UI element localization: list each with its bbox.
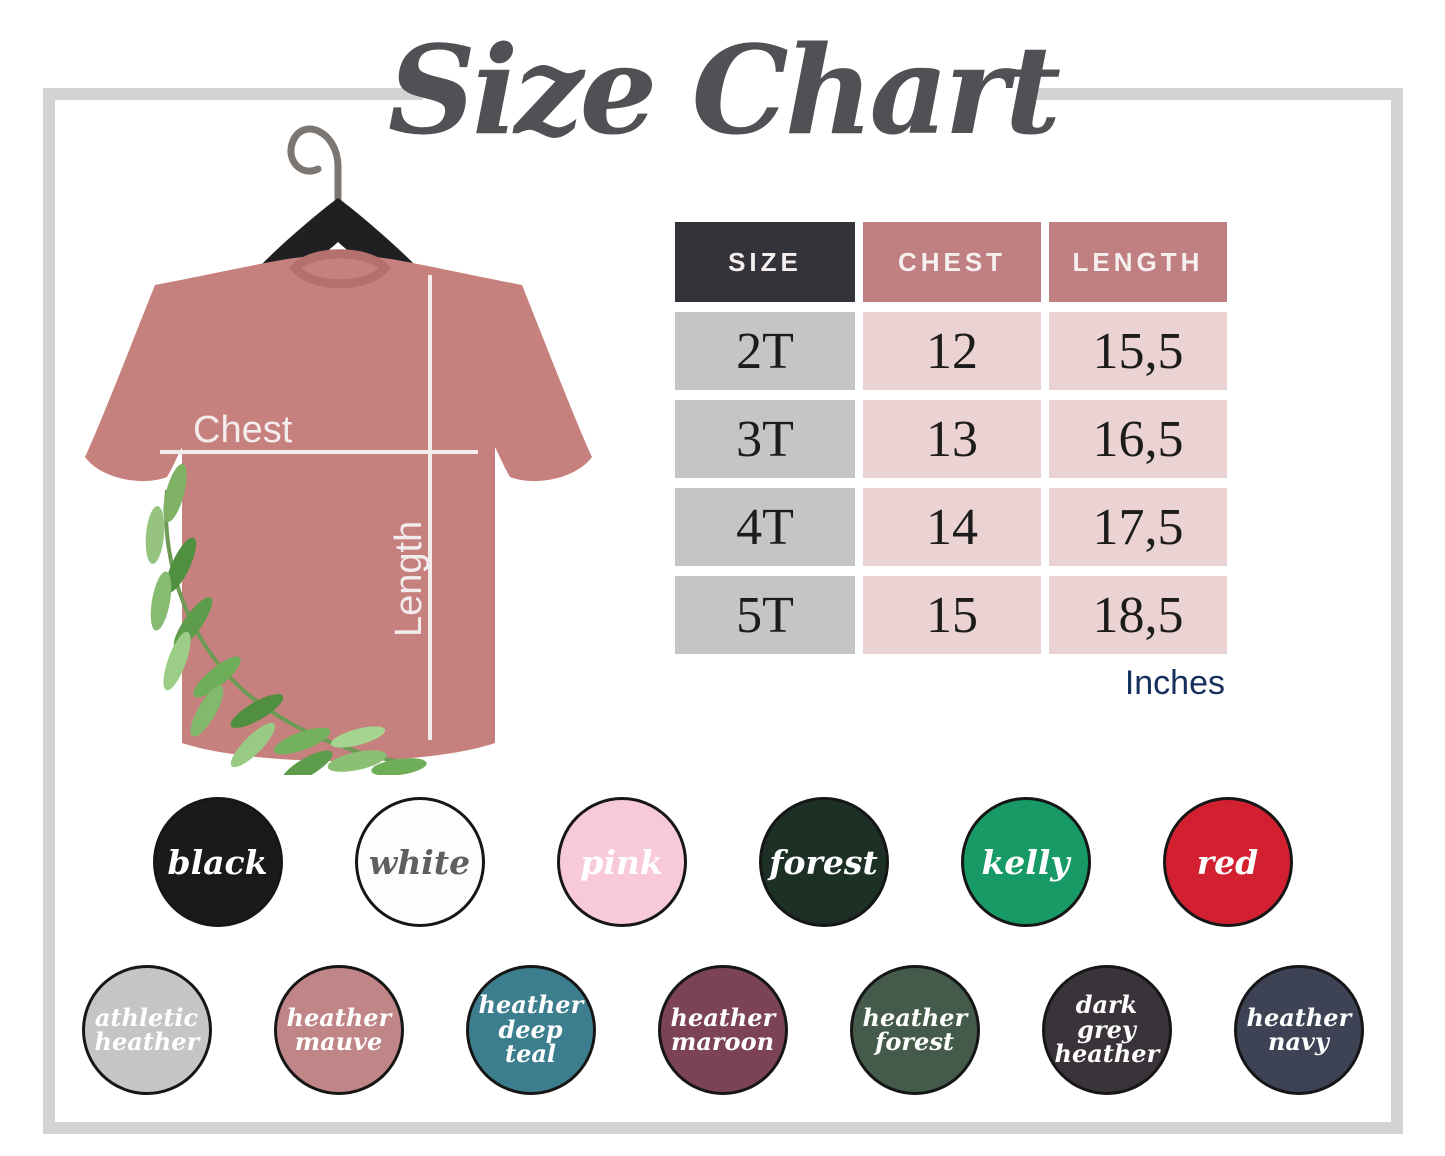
color-swatch-heather-maroon: heather maroon [657, 965, 788, 1095]
color-swatch-athletic-heather: athletic heather [81, 965, 212, 1095]
table-cell-length: 18,5 [1049, 576, 1227, 654]
swatch-label: kelly [981, 842, 1070, 882]
hanger-hook-icon [287, 125, 342, 211]
table-cell-size: 2T [675, 312, 855, 390]
swatch-label: heather maroon [670, 1002, 776, 1056]
chest-label: Chest [193, 409, 293, 451]
swatch-label: heather navy [1246, 1002, 1352, 1056]
color-swatch-white: white [354, 797, 485, 927]
swatch-label: athletic heather [94, 1002, 200, 1056]
color-swatch-heather-forest: heather forest [849, 965, 980, 1095]
size-table: SIZE CHEST LENGTH 2T 12 15,5 3T 13 16,5 … [675, 222, 1227, 654]
color-swatch-forest: forest [758, 797, 889, 927]
page-title: Size Chart [387, 18, 1061, 162]
frame-border-top-right [1035, 88, 1403, 100]
swatch-label: forest [769, 842, 878, 882]
column-header-size: SIZE [675, 222, 855, 302]
swatch-label: dark grey heather [1054, 990, 1160, 1069]
table-cell-chest: 14 [863, 488, 1041, 566]
color-swatch-heather-deep-teal: heather deep teal [465, 965, 596, 1095]
column-header-length: LENGTH [1049, 222, 1227, 302]
color-swatch-black: black [152, 797, 283, 927]
color-swatch-red: red [1162, 797, 1293, 927]
swatch-label: black [167, 842, 268, 882]
table-cell-length: 16,5 [1049, 400, 1227, 478]
frame-border-right [1391, 88, 1403, 1134]
tshirt-body [85, 255, 592, 761]
color-swatch-kelly: kelly [960, 797, 1091, 927]
table-cell-chest: 15 [863, 576, 1041, 654]
color-swatch-row-1: black white pink forest kelly red [0, 797, 1445, 927]
color-swatch-heather-mauve: heather mauve [273, 965, 404, 1095]
frame-border-bottom [43, 1122, 1403, 1134]
color-swatch-heather-navy: heather navy [1233, 965, 1364, 1095]
swatch-label: red [1196, 842, 1259, 882]
length-label: Length [388, 521, 430, 637]
frame-border-top-left [43, 88, 423, 100]
table-cell-length: 15,5 [1049, 312, 1227, 390]
color-swatch-dark-grey-heather: dark grey heather [1041, 965, 1172, 1095]
column-header-chest: CHEST [863, 222, 1041, 302]
table-cell-length: 17,5 [1049, 488, 1227, 566]
tshirt-measurement-illustration: Chest Length [85, 125, 592, 775]
frame-border-left [43, 88, 55, 1134]
tshirt-collar [288, 249, 392, 289]
color-swatch-row-2: athletic heather heather mauve heather d… [0, 965, 1445, 1095]
swatch-label: pink [580, 842, 663, 882]
leaf-branch-decoration [145, 463, 427, 775]
swatch-label: heather deep teal [478, 990, 584, 1069]
table-cell-chest: 13 [863, 400, 1041, 478]
unit-label: Inches [1124, 664, 1225, 702]
table-cell-chest: 12 [863, 312, 1041, 390]
table-cell-size: 3T [675, 400, 855, 478]
swatch-label: heather mauve [286, 1002, 392, 1056]
swatch-label: white [368, 842, 471, 882]
color-swatch-pink: pink [556, 797, 687, 927]
swatch-label: heather forest [862, 1002, 968, 1056]
table-cell-size: 5T [675, 576, 855, 654]
table-cell-size: 4T [675, 488, 855, 566]
